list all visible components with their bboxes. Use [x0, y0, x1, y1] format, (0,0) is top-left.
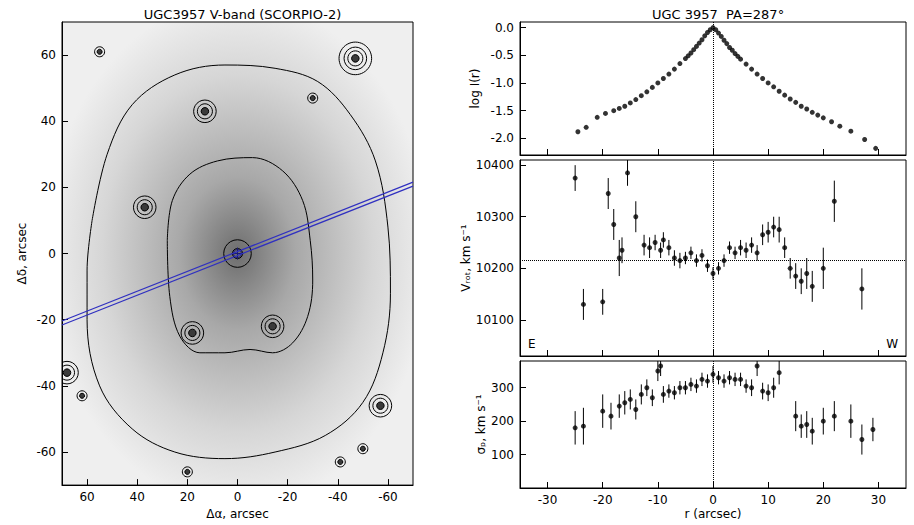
svg-text:r (arcsec): r (arcsec) [685, 507, 742, 521]
svg-text:0: 0 [48, 247, 56, 261]
svg-text:UGC 3957 PA=287°: UGC 3957 PA=287° [652, 7, 784, 22]
svg-text:40: 40 [41, 114, 56, 128]
svg-text:-60: -60 [378, 490, 398, 504]
svg-text:10200: 10200 [476, 261, 514, 275]
svg-text:100: 100 [491, 448, 514, 462]
svg-text:60: 60 [79, 490, 94, 504]
svg-text:300: 300 [491, 381, 514, 395]
svg-text:E: E [528, 337, 536, 351]
svg-text:Vᵣₒₜ, km s⁻¹: Vᵣₒₜ, km s⁻¹ [459, 224, 473, 291]
svg-text:20: 20 [41, 180, 56, 194]
svg-text:0: 0 [709, 493, 717, 507]
svg-text:20: 20 [180, 490, 195, 504]
svg-text:60: 60 [41, 48, 56, 62]
svg-text:0: 0 [234, 490, 242, 504]
svg-text:10300: 10300 [476, 210, 514, 224]
svg-text:Δδ, arcsec: Δδ, arcsec [15, 223, 29, 285]
svg-text:-1.0: -1.0 [491, 76, 514, 90]
svg-text:-20: -20 [36, 313, 56, 327]
svg-text:-30: -30 [538, 493, 558, 507]
svg-text:-40: -40 [328, 490, 348, 504]
svg-text:-20: -20 [593, 493, 613, 507]
svg-text:20: 20 [816, 493, 831, 507]
svg-text:0.0: 0.0 [495, 21, 514, 35]
svg-text:200: 200 [491, 414, 514, 428]
svg-text:σₚ, km s⁻¹: σₚ, km s⁻¹ [474, 394, 488, 454]
svg-text:40: 40 [130, 490, 145, 504]
svg-text:-10: -10 [648, 493, 668, 507]
svg-text:W: W [886, 337, 898, 351]
svg-text:-20: -20 [278, 490, 298, 504]
svg-text:10400: 10400 [476, 158, 514, 172]
svg-text:-60: -60 [36, 445, 56, 459]
svg-text:-0.5: -0.5 [491, 48, 514, 62]
svg-text:30: 30 [871, 493, 886, 507]
svg-text:Δα, arcsec: Δα, arcsec [206, 507, 269, 521]
svg-text:-1.5: -1.5 [491, 104, 514, 118]
svg-text:log I(r): log I(r) [468, 69, 482, 109]
svg-text:-40: -40 [36, 379, 56, 393]
svg-text:10100: 10100 [476, 313, 514, 327]
svg-text:-2.0: -2.0 [491, 131, 514, 145]
svg-text:10: 10 [761, 493, 776, 507]
svg-text:UGC3957 V-band (SCORPIO-2): UGC3957 V-band (SCORPIO-2) [144, 7, 342, 22]
